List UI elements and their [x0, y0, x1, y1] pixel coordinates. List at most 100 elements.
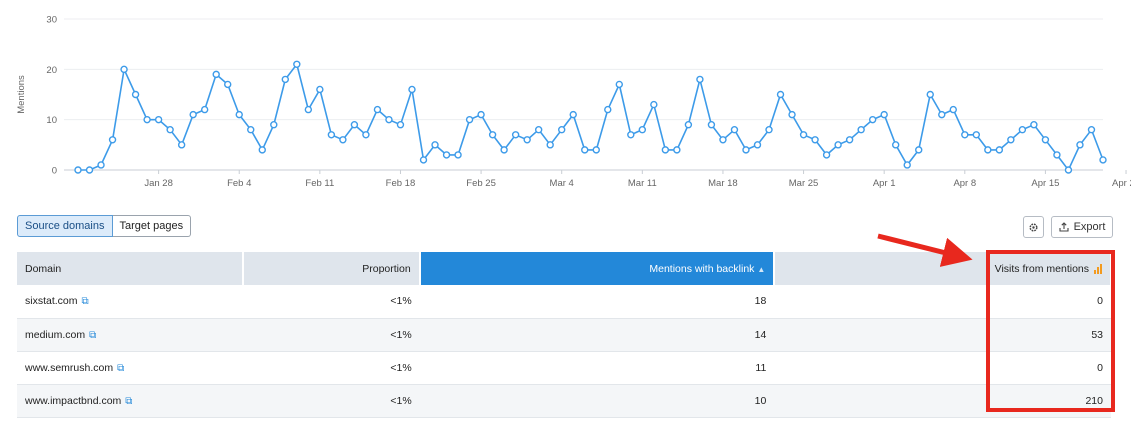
- data-point: [281, 75, 290, 84]
- x-tick-label: Apr 1: [873, 178, 896, 189]
- data-point: [258, 146, 266, 154]
- column-header-visits[interactable]: Visits from mentions: [774, 252, 1112, 285]
- data-point: [316, 85, 324, 94]
- proportion-cell: <1%: [242, 318, 420, 352]
- external-link-icon[interactable]: ⧉: [89, 329, 97, 341]
- domain-link[interactable]: sixstat.com: [25, 295, 78, 308]
- data-point: [408, 85, 416, 94]
- settings-button[interactable]: [1023, 216, 1044, 238]
- data-point: [373, 105, 382, 114]
- external-link-icon[interactable]: ⧉: [117, 362, 125, 374]
- data-point: [500, 146, 508, 154]
- y-axis-label: Mentions: [16, 75, 27, 114]
- data-point: [1099, 156, 1107, 164]
- data-point: [1064, 166, 1073, 174]
- data-point: [949, 105, 957, 114]
- view-tabs: Source domains Target pages: [17, 215, 192, 237]
- data-point: [822, 151, 831, 159]
- domain-cell[interactable]: sixstat.com ⧉: [17, 285, 243, 319]
- x-tick-label: Mar 11: [628, 178, 657, 189]
- data-point: [247, 126, 255, 134]
- mentions-cell[interactable]: 18: [419, 285, 775, 319]
- data-point: [120, 65, 128, 74]
- series-line: [78, 62, 1104, 172]
- data-point: [1007, 136, 1015, 144]
- data-point: [569, 110, 577, 119]
- tab-target-pages[interactable]: Target pages: [112, 215, 192, 237]
- y-tick-label: 0: [52, 166, 57, 177]
- column-header-mentions[interactable]: Mentions with backlink ▲: [419, 252, 776, 285]
- data-point: [74, 166, 82, 174]
- mentions-cell[interactable]: 11: [419, 351, 775, 385]
- data-point: [189, 110, 197, 119]
- domain-link[interactable]: www.impactbnd.com: [25, 394, 122, 407]
- data-point: [581, 146, 589, 154]
- x-tick-label: Mar 4: [550, 178, 574, 189]
- column-header-proportion[interactable]: Proportion: [242, 252, 421, 285]
- data-point: [661, 146, 670, 154]
- data-point: [488, 131, 497, 139]
- data-point: [327, 131, 336, 139]
- data-point: [442, 151, 451, 159]
- visits-cell: 210: [774, 384, 1111, 418]
- data-point: [857, 126, 865, 134]
- data-point: [719, 136, 727, 144]
- data-point: [707, 120, 716, 129]
- data-point: [1041, 136, 1050, 144]
- column-header-label: Mentions with backlink: [649, 262, 755, 275]
- data-point: [592, 146, 600, 154]
- data-point: [396, 120, 405, 129]
- data-point: [131, 90, 140, 99]
- x-tick-label: Apr 15: [1031, 178, 1059, 189]
- data-point: [154, 115, 163, 124]
- mentions-line-chart: 0 10 20 30 Mentions Jan 28 Feb 4 Feb 11 Feb 18 Fe…: [16, 15, 1131, 190]
- visits-cell: 53: [774, 318, 1111, 352]
- mentions-cell[interactable]: 10: [419, 384, 775, 418]
- external-link-icon[interactable]: ⧉: [81, 296, 89, 308]
- data-point: [776, 90, 785, 99]
- data-point: [938, 110, 946, 119]
- data-point: [235, 110, 243, 119]
- data-point: [177, 141, 186, 149]
- proportion-cell: <1%: [242, 285, 420, 319]
- column-header-label: Visits from mentions: [994, 262, 1089, 275]
- visits-cell: 0: [774, 285, 1111, 319]
- data-point: [339, 136, 347, 144]
- data-point: [627, 131, 635, 139]
- domain-cell[interactable]: www.semrush.com ⧉: [17, 351, 243, 385]
- gear-icon: [1029, 222, 1038, 232]
- tab-source-domains[interactable]: Source domains: [17, 215, 113, 237]
- data-point: [615, 80, 623, 89]
- external-link-icon[interactable]: ⧉: [125, 395, 133, 407]
- data-point: [85, 166, 94, 174]
- proportion-cell: <1%: [242, 384, 420, 418]
- proportion-cell: <1%: [242, 351, 420, 385]
- data-point: [1018, 126, 1027, 134]
- data-point: [200, 105, 209, 114]
- visits-cell: 0: [774, 351, 1111, 385]
- data-point: [730, 126, 739, 134]
- data-point: [385, 115, 393, 124]
- domain-cell[interactable]: medium.com ⧉: [17, 318, 243, 352]
- data-point: [1053, 151, 1061, 159]
- column-header-label: Proportion: [362, 262, 411, 275]
- bar-chart-icon: [1094, 263, 1102, 274]
- data-point: [673, 146, 681, 154]
- data-point: [558, 126, 566, 134]
- domain-cell[interactable]: www.impactbnd.com ⧉: [17, 384, 243, 418]
- data-point: [868, 115, 877, 124]
- domain-link[interactable]: www.semrush.com: [25, 361, 114, 374]
- sort-icon: ▲: [757, 264, 766, 274]
- data-point: [523, 136, 531, 144]
- column-header-domain[interactable]: Domain: [17, 252, 244, 285]
- column-header-label: Domain: [25, 262, 62, 275]
- data-point: [534, 126, 543, 134]
- mentions-cell[interactable]: 14: [419, 318, 775, 352]
- domain-link[interactable]: medium.com: [25, 328, 86, 341]
- x-tick-label: Apr 8: [953, 178, 976, 189]
- data-point: [684, 120, 693, 129]
- x-tick-label: Feb 18: [386, 178, 416, 189]
- y-tick-label: 20: [46, 65, 57, 76]
- export-button[interactable]: Export: [1051, 216, 1113, 238]
- data-point: [926, 90, 934, 99]
